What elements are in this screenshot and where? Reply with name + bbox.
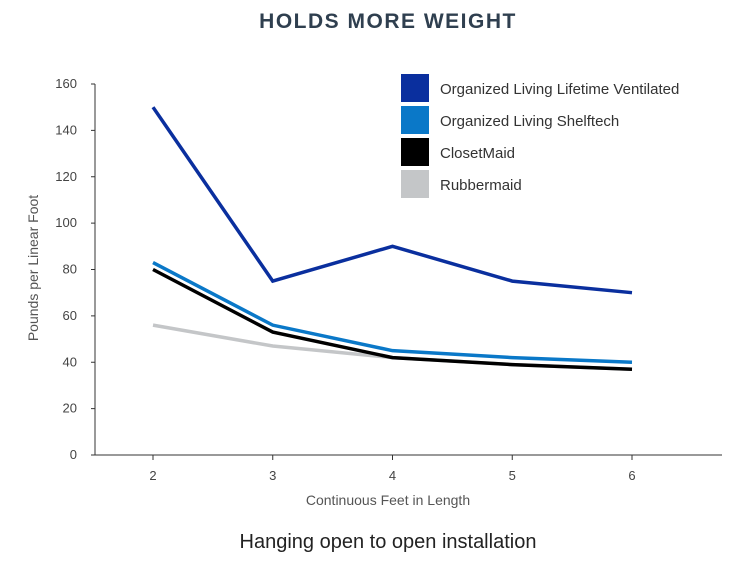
x-tick-label: 3 (269, 468, 276, 483)
y-tick-label: 140 (55, 122, 77, 137)
legend-label: Rubbermaid (440, 177, 522, 194)
series-line-closetmaid (152, 267, 633, 371)
series-line-rubbermaid (152, 323, 633, 371)
y-tick-label: 0 (70, 447, 77, 462)
y-tick-label: 100 (55, 215, 77, 230)
legend-swatch (401, 106, 429, 134)
y-axis-ticks: 0 20 40 60 80 100 120 140 160 (55, 76, 95, 462)
y-tick-label: 60 (63, 308, 77, 323)
x-tick-label: 5 (509, 468, 516, 483)
legend-swatch (401, 74, 429, 102)
y-tick-label: 80 (63, 262, 77, 277)
series-line-organized-living-shelftech (152, 260, 633, 364)
legend-swatch (401, 170, 429, 198)
y-tick-label: 20 (63, 401, 77, 416)
legend-label: ClosetMaid (440, 145, 515, 162)
y-tick-label: 40 (63, 354, 77, 369)
legend-label: Organized Living Shelftech (440, 113, 619, 130)
x-axis-ticks: 2 3 4 5 6 (149, 455, 636, 483)
legend: Organized Living Lifetime Ventilated Orga… (401, 74, 679, 198)
x-tick-label: 4 (389, 468, 396, 483)
chart-subtitle: Hanging open to open installation (240, 531, 537, 553)
series-lines (151, 106, 633, 371)
legend-swatch (401, 138, 429, 166)
x-tick-label: 6 (628, 468, 635, 483)
legend-label: Organized Living Lifetime Ventilated (440, 81, 679, 98)
chart-title: HOLDS MORE WEIGHT (259, 10, 517, 33)
x-tick-label: 2 (149, 468, 156, 483)
x-axis-label: Continuous Feet in Length (306, 492, 470, 508)
y-axis-label: Pounds per Linear Foot (25, 195, 41, 341)
y-tick-label: 120 (55, 169, 77, 184)
y-tick-label: 160 (55, 76, 77, 91)
series-line-organized-living-lifetime-ventilated (151, 106, 633, 295)
